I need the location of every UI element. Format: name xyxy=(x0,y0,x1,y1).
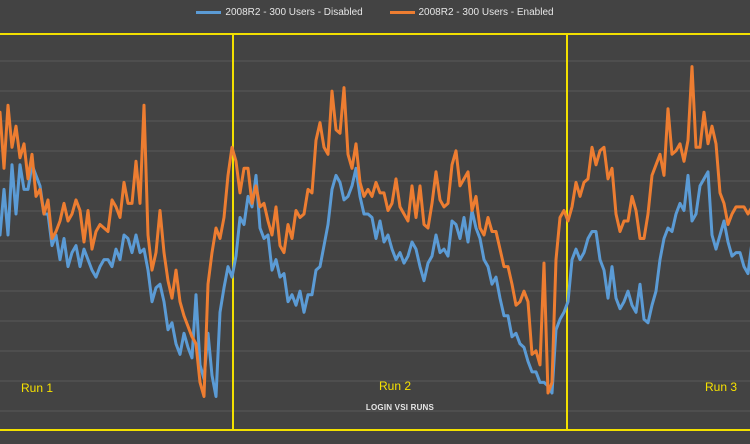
legend-label-enabled: 2008R2 - 300 Users - Enabled xyxy=(418,7,554,18)
series-line-disabled xyxy=(0,163,750,398)
run-label-1: Run 1 xyxy=(21,381,54,395)
legend-swatch-disabled xyxy=(196,10,222,14)
x-axis-title: LOGIN VSI RUNS xyxy=(365,403,435,412)
legend-item-disabled[interactable]: 2008R2 - 300 Users - Disabled xyxy=(196,7,363,18)
run-label-2: Run 2 xyxy=(379,379,412,393)
legend-swatch-enabled xyxy=(389,10,415,14)
run-label-3: Run 3 xyxy=(705,380,738,394)
legend-label-disabled: 2008R2 - 300 Users - Disabled xyxy=(225,7,363,18)
legend: 2008R2 - 300 Users - Disabled 2008R2 - 3… xyxy=(0,7,750,18)
legend-item-enabled[interactable]: 2008R2 - 300 Users - Enabled xyxy=(389,7,554,18)
series-line-enabled xyxy=(0,65,750,398)
